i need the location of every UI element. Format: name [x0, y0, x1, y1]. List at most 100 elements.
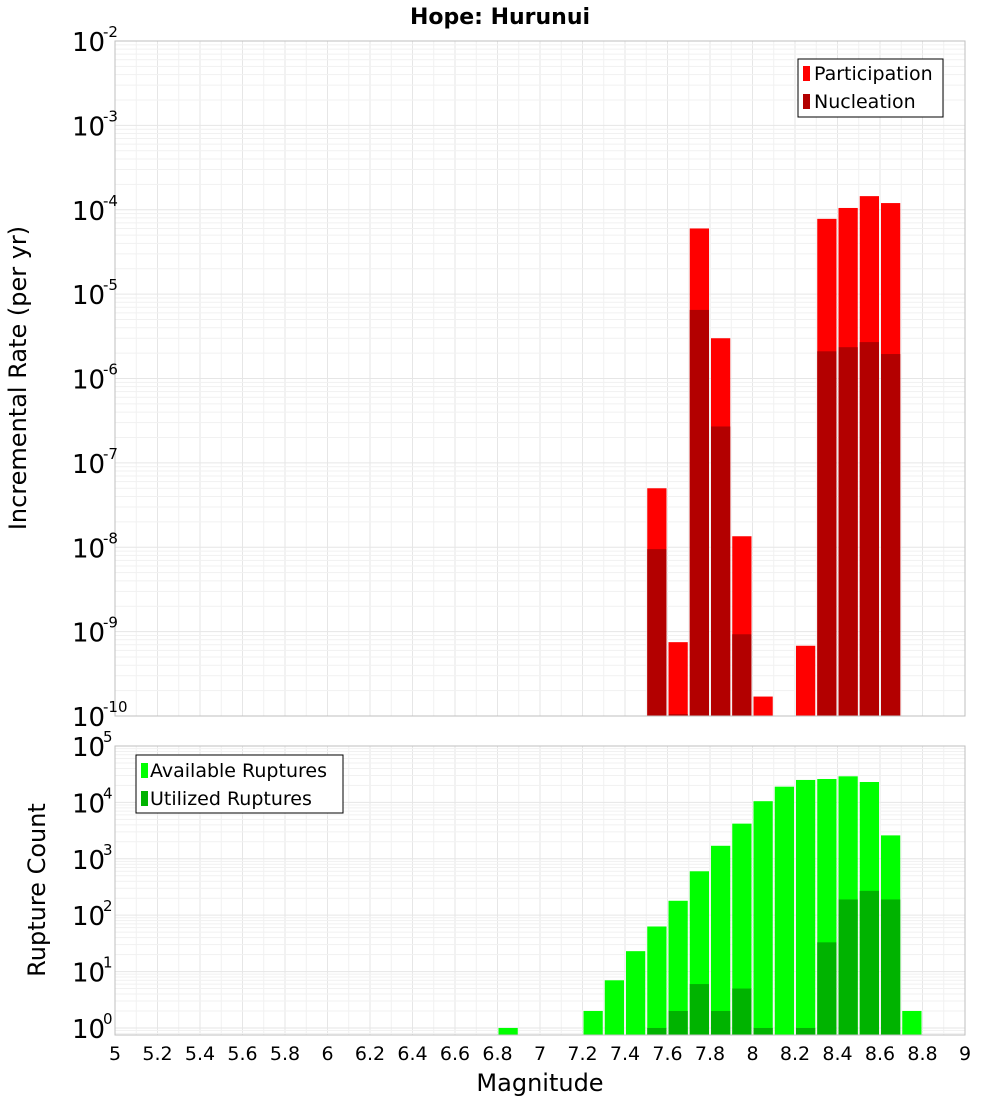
y-tick-label: 10: [72, 619, 105, 649]
y-tick-label: 10: [72, 789, 105, 819]
top-plot-bars: [647, 196, 901, 716]
chart-title: Hope: Hurunui: [410, 5, 590, 30]
x-tick-label: 8.6: [865, 1043, 895, 1065]
bottom-bar-available-ruptures: [796, 779, 816, 1035]
y-tick-exponent: -10: [103, 698, 128, 716]
x-tick-label: 5.2: [142, 1043, 172, 1065]
bottom-bar-utilized-ruptures: [753, 1027, 773, 1035]
bottom-bar-utilized-ruptures: [668, 1010, 688, 1035]
y-tick-exponent: 3: [103, 841, 113, 859]
participation-legend-label: Participation: [814, 63, 933, 85]
bottom-bar-utilized-ruptures: [689, 984, 709, 1035]
y-tick-exponent: 2: [103, 897, 113, 915]
x-tick-label: 5: [109, 1043, 121, 1065]
x-tick-label: 5.4: [185, 1043, 215, 1065]
x-tick-label: 8: [746, 1043, 758, 1065]
top-legend: Participation Nucleation: [797, 58, 944, 118]
y-tick-exponent: -5: [103, 276, 118, 294]
top-plot-frame: [114, 40, 966, 717]
top-bar-nucleation: [859, 342, 879, 716]
x-tick-label: 7.6: [652, 1043, 682, 1065]
bottom-plot-frame: [114, 745, 966, 1036]
top-bar-participation: [668, 642, 688, 716]
x-tick-label: 9: [959, 1043, 971, 1065]
bottom-bar-available-ruptures: [647, 926, 667, 1035]
x-axis-label: Magnitude: [476, 1069, 603, 1097]
y-tick-label: 10: [72, 197, 105, 227]
nucleation-legend-swatch: [803, 94, 810, 109]
top-bar-participation: [753, 696, 773, 716]
bottom-bar-utilized-ruptures: [647, 1027, 667, 1035]
y-tick-label: 10: [72, 534, 105, 564]
bottom-bar-available-ruptures: [774, 786, 794, 1035]
top-bar-nucleation: [689, 309, 709, 716]
bottom-bar-available-ruptures: [604, 980, 624, 1035]
utilized-ruptures-legend-swatch: [141, 791, 148, 806]
x-tick-label: 7.4: [610, 1043, 640, 1065]
nucleation-legend-label: Nucleation: [814, 91, 916, 113]
y-tick-label: 10: [72, 28, 105, 58]
bottom-legend-box: [135, 754, 344, 814]
x-tick-label: 6.8: [482, 1043, 512, 1065]
bottom-bar-utilized-ruptures: [732, 988, 752, 1035]
y-tick-exponent: 5: [103, 728, 113, 746]
bottom-bar-available-ruptures: [498, 1027, 518, 1035]
bottom-bar-utilized-ruptures: [711, 1010, 731, 1035]
y-tick-exponent: -9: [103, 614, 118, 632]
y-tick-exponent: 4: [103, 784, 113, 802]
top-bar-nucleation: [881, 354, 901, 716]
top-bar-participation: [796, 645, 816, 716]
y-tick-label: 10: [72, 846, 105, 876]
x-tick-label: 7.2: [567, 1043, 597, 1065]
y-tick-exponent: 1: [103, 954, 113, 972]
top-bar-nucleation: [647, 549, 667, 716]
top-bar-nucleation: [732, 634, 752, 716]
y-tick-label: 10: [72, 733, 105, 763]
y-tick-exponent: -8: [103, 529, 118, 547]
bottom-bar-available-ruptures: [583, 1010, 603, 1035]
bottom-bar-utilized-ruptures: [881, 899, 901, 1035]
x-tick-label: 7: [534, 1043, 546, 1065]
x-tick-label: 7.8: [695, 1043, 725, 1065]
y-tick-label: 10: [72, 281, 105, 311]
participation-legend-swatch: [803, 66, 810, 81]
bottom-plot-bars: [498, 776, 922, 1035]
y-tick-label: 10: [72, 703, 105, 733]
x-tick-label: 6.4: [397, 1043, 427, 1065]
x-tick-label: 6.6: [440, 1043, 470, 1065]
bottom-bar-available-ruptures: [626, 951, 646, 1035]
y-tick-exponent: -6: [103, 361, 118, 379]
top-plot-grid: [114, 40, 966, 717]
bottom-bar-available-ruptures: [668, 900, 688, 1035]
x-tick-labels: 5 5.2 5.4 5.6 5.8 6 6.2 6.4 6.6 6.8 7 7.2 7.4 7.6 7.8 8…: [109, 1043, 971, 1065]
bottom-bar-utilized-ruptures: [838, 899, 858, 1035]
x-tick-label: 6: [321, 1043, 333, 1065]
bottom-bar-available-ruptures: [732, 823, 752, 1035]
y-tick-exponent: -7: [103, 445, 118, 463]
x-tick-label: 8.2: [780, 1043, 810, 1065]
y-tick-label: 10: [72, 366, 105, 396]
x-tick-label: 8.4: [822, 1043, 852, 1065]
top-bar-nucleation: [711, 426, 731, 716]
bottom-bar-utilized-ruptures: [817, 942, 837, 1035]
bottom-bar-available-ruptures: [711, 845, 731, 1035]
y-tick-exponent: -2: [103, 23, 118, 41]
y-tick-label: 10: [72, 959, 105, 989]
y-tick-exponent: -3: [103, 107, 118, 125]
top-bar-nucleation: [838, 347, 858, 716]
top-bar-nucleation: [817, 351, 837, 716]
y-tick-label: 10: [72, 112, 105, 142]
bottom-bar-utilized-ruptures: [859, 890, 879, 1035]
x-tick-label: 5.8: [270, 1043, 300, 1065]
y-tick-label: 10: [72, 450, 105, 480]
y-tick-label: 10: [72, 1015, 105, 1045]
bottom-legend: Available Ruptures Utilized Ruptures: [135, 754, 344, 814]
top-y-axis-label: Incremental Rate (per yr): [4, 226, 32, 530]
top-bar-nucleation: [668, 714, 688, 716]
